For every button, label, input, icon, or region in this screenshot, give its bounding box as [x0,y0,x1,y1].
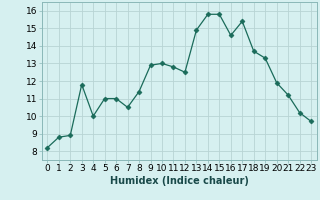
X-axis label: Humidex (Indice chaleur): Humidex (Indice chaleur) [110,176,249,186]
